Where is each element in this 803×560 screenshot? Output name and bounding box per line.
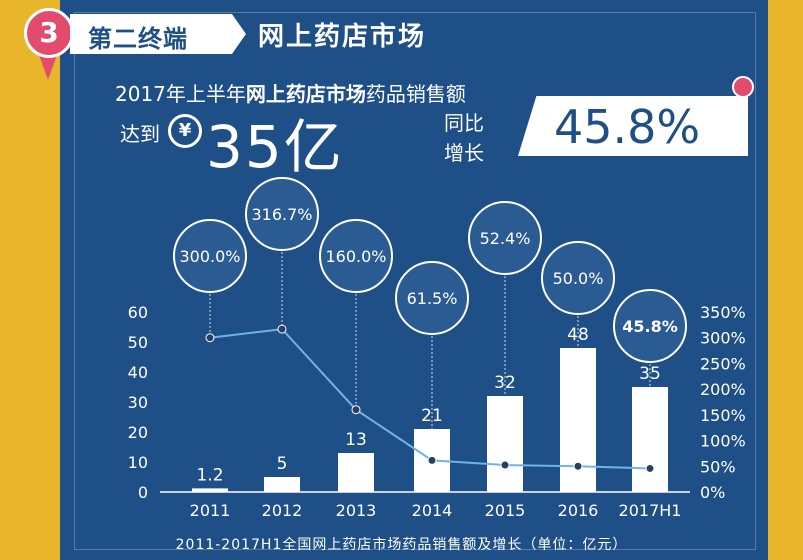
- headline-part3: 药品销售额: [365, 82, 466, 106]
- y-tick-label: 0: [138, 483, 148, 502]
- headline: 2017年上半年网上药店市场药品销售额: [115, 78, 466, 107]
- y2-tick-label: 300%: [700, 329, 746, 348]
- growth-point: [351, 405, 361, 415]
- growth-bubble: [319, 219, 393, 293]
- award-ribbon-icon: [732, 76, 754, 98]
- bar: [264, 477, 300, 492]
- y2-tick-label: 150%: [700, 406, 746, 425]
- growth-bubble: [468, 201, 542, 275]
- growth-bubble: [613, 289, 687, 363]
- growth-label: 45.8%: [622, 317, 678, 336]
- x-tick-label: 2012: [262, 501, 303, 520]
- section-tag-label: 第二终端: [88, 25, 188, 53]
- headline-part2: 网上药店市场: [245, 82, 366, 106]
- growth-point: [205, 333, 215, 343]
- section-number-badge: 3: [24, 8, 74, 58]
- bar-value-label: 13: [345, 430, 367, 450]
- y2-tick-label: 200%: [700, 380, 746, 399]
- badge-pin-tail: [38, 52, 58, 80]
- bar-value-label: 48: [567, 325, 589, 345]
- growth-label: 52.4%: [480, 229, 531, 248]
- headline-part1: 2017年上半年: [115, 82, 246, 106]
- bar: [632, 387, 668, 492]
- growth-bubble: [245, 177, 319, 251]
- bar-value-label: 35: [639, 364, 661, 384]
- bar: [487, 396, 523, 492]
- y-tick-label: 10: [128, 453, 148, 472]
- y-tick-label: 60: [128, 303, 148, 322]
- chart-caption: 2011-2017H1全国网上药店市场药品销售额及增长（单位：亿元）: [175, 537, 628, 553]
- bar-value-label: 21: [421, 406, 443, 426]
- bar: [338, 453, 374, 492]
- y2-tick-label: 100%: [700, 432, 746, 451]
- bar-value-label: 1.2: [196, 465, 223, 485]
- growth-bubble: [541, 241, 615, 315]
- x-tick-label: 2016: [558, 501, 599, 520]
- y2-tick-label: 350%: [700, 303, 746, 322]
- x-tick-label: 2011: [190, 501, 231, 520]
- y-tick-label: 20: [128, 423, 148, 442]
- yoy-label-line2: 增长: [444, 141, 484, 165]
- growth-point: [645, 463, 655, 473]
- section-title: 网上药店市场: [258, 22, 427, 52]
- growth-bubble: [395, 261, 469, 335]
- x-tick-label: 2014: [412, 501, 453, 520]
- growth-point: [427, 455, 437, 465]
- sales-amount: 35亿: [206, 113, 344, 181]
- growth-point: [277, 324, 287, 334]
- section-tag: 第二终端: [70, 14, 246, 54]
- growth-label: 316.7%: [251, 205, 312, 224]
- growth-rate-value: 45.8%: [554, 100, 701, 154]
- growth-point: [500, 460, 510, 470]
- y-tick-label: 50: [128, 333, 148, 352]
- yoy-label-line1: 同比: [444, 111, 484, 135]
- x-tick-label: 2013: [336, 501, 377, 520]
- growth-label: 300.0%: [179, 247, 240, 266]
- growth-rate-box: 45.8%: [518, 96, 748, 156]
- y-tick-label: 30: [128, 393, 148, 412]
- growth-point: [573, 461, 583, 471]
- growth-label: 50.0%: [553, 269, 604, 288]
- y2-tick-label: 0%: [700, 483, 725, 502]
- chart-panel-border: [74, 12, 756, 550]
- y2-tick-label: 250%: [700, 354, 746, 373]
- section-number: 3: [39, 16, 59, 49]
- bar-value-label: 32: [494, 373, 516, 393]
- growth-label: 160.0%: [325, 247, 386, 266]
- bar-value-label: 5: [277, 454, 288, 474]
- yoy-label: 同比 增长: [444, 108, 484, 168]
- bar: [192, 488, 228, 492]
- x-tick-label: 2017H1: [619, 501, 682, 520]
- y2-tick-label: 50%: [700, 457, 736, 476]
- x-tick-label: 2015: [485, 501, 526, 520]
- growth-label: 61.5%: [407, 289, 458, 308]
- y-tick-label: 40: [128, 363, 148, 382]
- growth-bubble: [173, 219, 247, 293]
- yen-icon: ¥: [168, 114, 202, 148]
- headline-reach-label: 达到: [120, 122, 160, 146]
